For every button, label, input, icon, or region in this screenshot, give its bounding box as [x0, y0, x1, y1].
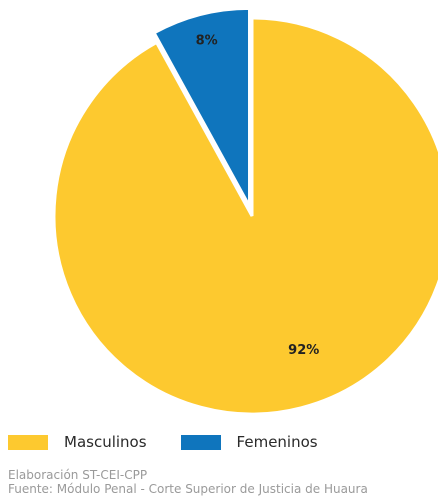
pie-slice-femeninos	[152, 6, 252, 208]
legend: Masculinos Femeninos	[8, 430, 352, 454]
pie-slice-masculinos	[52, 16, 438, 416]
legend-label-femeninos: Femeninos	[236, 433, 318, 451]
legend-swatch-femeninos	[180, 434, 221, 450]
credit-line: Elaboración ST-CEI-CPP	[8, 468, 148, 482]
legend-item-masculinos: Masculinos	[8, 433, 147, 451]
legend-item-femeninos: Femeninos	[180, 433, 318, 451]
pie-chart: 92% 8%	[52, 6, 438, 416]
slice-label-masculinos: 92%	[288, 343, 319, 358]
source-note: Elaboración ST-CEI-CPP Fuente: Módulo Pe…	[8, 468, 368, 496]
legend-swatch-masculinos	[8, 434, 48, 450]
slice-label-femeninos: 8%	[196, 33, 218, 48]
legend-label-masculinos: Masculinos	[64, 433, 147, 451]
source-line: Fuente: Módulo Penal - Corte Superior de…	[8, 482, 368, 496]
